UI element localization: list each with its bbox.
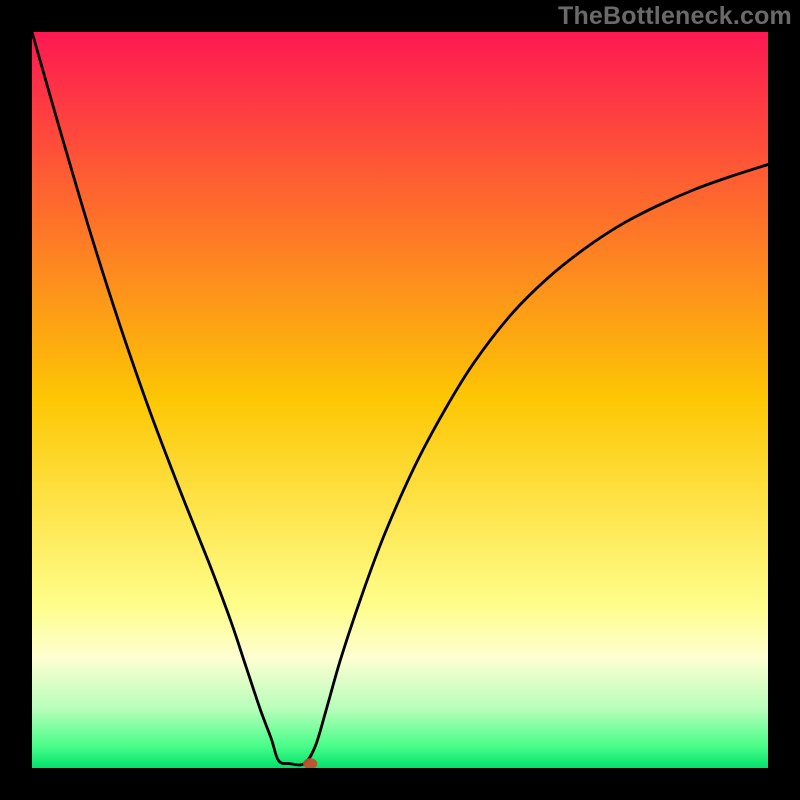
watermark-text: TheBottleneck.com	[558, 2, 792, 31]
sweet-spot-marker	[304, 759, 317, 768]
gradient-background	[32, 32, 768, 768]
figure-frame: TheBottleneck.com	[0, 0, 800, 800]
plot-area	[32, 32, 768, 768]
bottleneck-chart	[32, 32, 768, 768]
